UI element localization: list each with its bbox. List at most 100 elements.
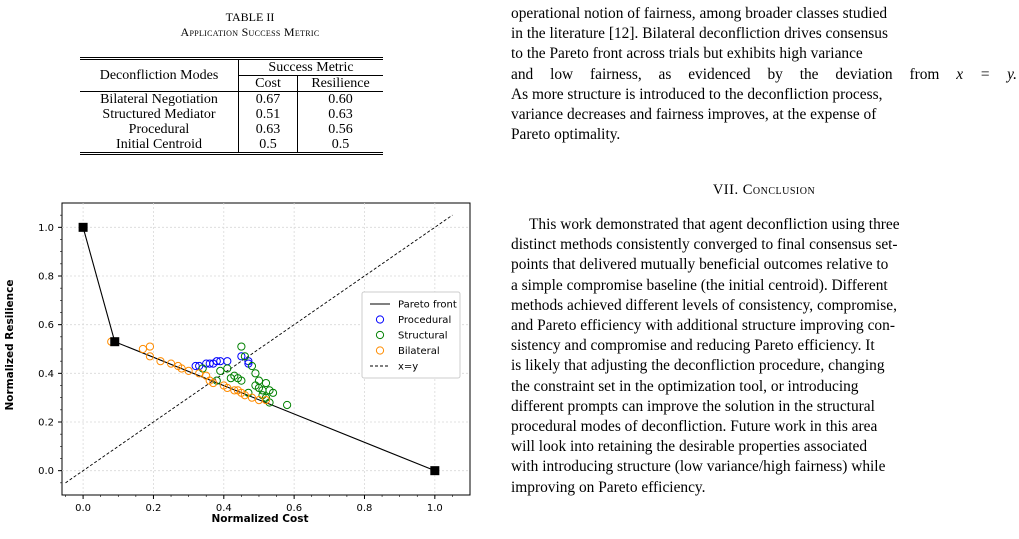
row-cost: 0.67 [238, 91, 298, 107]
x-tick-label: 0.4 [216, 503, 232, 514]
y-tick-label: 0.0 [38, 466, 54, 477]
structural-point [216, 366, 225, 375]
row-resilience: 0.56 [297, 122, 383, 137]
bilateral-point [261, 396, 271, 405]
row-cost: 0.51 [238, 107, 298, 122]
text-line: a simple compromise baseline (the initia… [511, 276, 888, 294]
legend-box [361, 291, 461, 379]
structural-point [237, 376, 246, 385]
row-mode: Procedural [128, 122, 190, 137]
y-tick-label: 0.8 [38, 272, 54, 283]
legend: Pareto front Procedural Structural Bilatera… [361, 291, 461, 379]
table-row: Procedural 0.63 0.56 [80, 122, 383, 137]
pareto-marker [430, 466, 440, 476]
table-title: Application Success Metric [180, 25, 320, 39]
text-line: This work demonstrated that agent deconf… [529, 216, 900, 233]
x-tick-label: 0.6 [286, 503, 302, 514]
structural-point [247, 361, 257, 371]
structural-point [240, 352, 249, 361]
bilateral-point [223, 383, 232, 393]
legend-label: Procedural [398, 315, 451, 326]
y-tick-label: 1.0 [38, 223, 54, 234]
bilateral-point [145, 342, 155, 351]
legend-label: Bilateral [398, 346, 440, 357]
bilateral-point [177, 364, 186, 373]
text-line: variance decreases and fairness improves… [511, 106, 877, 124]
text-line: procedural modes of deconfliction. Futur… [511, 418, 878, 436]
header-success-metric: Success Metric [238, 58, 383, 76]
table-row: Bilateral Negotiation 0.67 0.60 [80, 91, 383, 107]
y-tick-label: 0.2 [38, 418, 54, 429]
table-row: Structured Mediator 0.51 0.63 [80, 107, 383, 122]
section-number: VII. [712, 182, 739, 198]
text-line: different prompts can improve the soluti… [511, 397, 875, 415]
x-tick-label: 0.8 [357, 503, 373, 514]
x-tick-label: 1.0 [427, 503, 443, 514]
row-cost: 0.63 [238, 122, 298, 137]
text-line: is likely that adjusting the deconflicti… [511, 357, 885, 375]
structural-point [251, 369, 260, 378]
bilateral-point [209, 378, 218, 388]
procedural-point [205, 359, 214, 368]
text-line: sistency and compromise and reducing Par… [511, 337, 875, 355]
text-line: and Pareto efficiency with additional st… [511, 317, 895, 335]
text-line: points that delivered mutually beneficia… [511, 256, 889, 274]
y-tick-label: 0.4 [38, 369, 54, 380]
row-cost: 0.5 [238, 137, 298, 154]
text-line: with introducing structure (low variance… [511, 458, 886, 476]
text-line: distinct methods consistently converged … [511, 236, 898, 254]
bilateral-point [145, 352, 155, 361]
text-line: methods achieved different levels of con… [511, 296, 897, 314]
legend-label: x=y [398, 362, 418, 373]
x-tick-label: 0.0 [75, 503, 91, 514]
row-mode: Bilateral Negotiation [100, 92, 218, 107]
text-line: and low fairness, as evidenced by the de… [511, 65, 1017, 85]
bilateral-point [195, 369, 204, 378]
structural-point [237, 342, 246, 351]
procedural-point [212, 357, 221, 366]
procedural-point [237, 352, 246, 361]
text-line: will look into retaining the desirable p… [511, 438, 868, 456]
table-caption: TABLE II Application Success Metric [40, 10, 460, 40]
text-line: the constraint set in the optimization t… [511, 377, 859, 395]
section-title: Conclusion [742, 182, 816, 198]
paragraph-fairness: operational notion of fairness, among br… [511, 4, 1017, 145]
legend-label: Structural [398, 331, 448, 342]
text-span: and low fairness, as evidenced by the de… [511, 65, 940, 83]
header-mode: Deconfliction Modes [80, 58, 239, 92]
bilateral-point [138, 344, 147, 354]
row-resilience: 0.5 [297, 137, 383, 154]
legend-swatch-bilateral [375, 346, 385, 355]
structural-point [254, 376, 264, 385]
scatter-chart: 0.0 0.2 0.4 0.6 0.8 1.0 0.0 0.2 0.4 0.6 0.8 1.0 No… [4, 202, 471, 525]
structural-point [261, 378, 271, 388]
header-resilience: Resilience [297, 75, 383, 92]
y-axis-label: Normalized Resilience [4, 279, 16, 410]
bilateral-point [247, 393, 257, 402]
structural-point [283, 400, 292, 410]
bilateral-point [184, 366, 193, 375]
legend-swatch-procedural [375, 315, 385, 324]
pareto-marker [110, 337, 120, 347]
text-line: operational notion of fairness, among br… [511, 5, 888, 22]
math-expression: x = y. [956, 65, 1017, 83]
row-mode: Structured Mediator [102, 107, 216, 122]
bilateral-point [166, 359, 176, 368]
structural-point [268, 388, 278, 397]
bilateral-point [240, 391, 249, 400]
row-mode: Initial Centroid [116, 137, 202, 152]
conclusion-paragraph: This work demonstrated that agent deconf… [511, 215, 1017, 498]
text-line: As more structure is introduced to the d… [511, 85, 883, 103]
bilateral-point [230, 386, 239, 395]
text-line: improving on Pareto efficiency. [511, 478, 706, 496]
procedural-point [223, 357, 232, 366]
row-resilience: 0.63 [297, 107, 383, 122]
x-tick-label: 0.2 [145, 503, 161, 514]
procedural-point [191, 361, 200, 371]
header-cost: Cost [238, 75, 298, 92]
y-tick-label: 0.6 [38, 320, 54, 331]
table-row: Initial Centroid 0.5 0.5 [80, 137, 383, 154]
text-line: to the Pareto front across trials but ex… [511, 45, 863, 63]
x-axis-label: Normalized Cost [212, 513, 309, 525]
pareto-marker [78, 222, 88, 232]
